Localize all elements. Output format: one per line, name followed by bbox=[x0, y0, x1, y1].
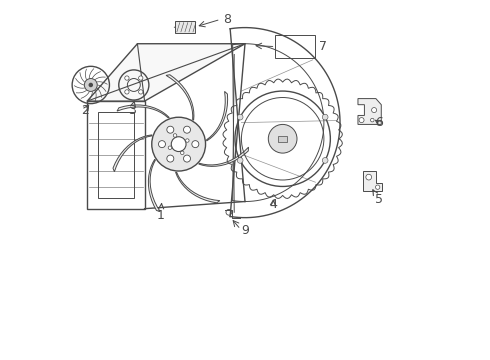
Circle shape bbox=[183, 126, 191, 133]
Text: 9: 9 bbox=[242, 224, 249, 238]
Circle shape bbox=[167, 126, 174, 133]
Polygon shape bbox=[198, 147, 248, 166]
Circle shape bbox=[158, 141, 166, 148]
Circle shape bbox=[375, 185, 380, 189]
Polygon shape bbox=[87, 44, 245, 101]
Polygon shape bbox=[364, 171, 382, 191]
Circle shape bbox=[183, 155, 191, 162]
Circle shape bbox=[370, 118, 374, 122]
Circle shape bbox=[237, 158, 243, 163]
Circle shape bbox=[125, 76, 129, 80]
Circle shape bbox=[89, 83, 93, 87]
Circle shape bbox=[366, 174, 371, 180]
Text: 6: 6 bbox=[375, 116, 383, 129]
Polygon shape bbox=[166, 75, 194, 120]
Circle shape bbox=[139, 76, 143, 80]
Polygon shape bbox=[117, 105, 169, 118]
Circle shape bbox=[180, 151, 184, 154]
Circle shape bbox=[84, 78, 97, 91]
Polygon shape bbox=[175, 172, 220, 203]
Text: 1: 1 bbox=[157, 203, 165, 222]
Text: 2: 2 bbox=[81, 104, 89, 117]
Text: 3: 3 bbox=[128, 101, 136, 117]
Circle shape bbox=[168, 146, 172, 149]
Circle shape bbox=[152, 117, 205, 171]
Text: 5: 5 bbox=[373, 190, 383, 206]
Text: 8: 8 bbox=[223, 13, 231, 26]
Circle shape bbox=[359, 118, 364, 123]
Text: 7: 7 bbox=[318, 40, 326, 53]
Circle shape bbox=[269, 125, 297, 153]
Circle shape bbox=[186, 139, 189, 142]
Ellipse shape bbox=[172, 137, 186, 152]
Bar bbox=[278, 135, 287, 142]
Circle shape bbox=[125, 90, 129, 94]
Circle shape bbox=[322, 158, 328, 163]
Text: 4: 4 bbox=[269, 198, 277, 211]
Circle shape bbox=[173, 134, 177, 137]
Circle shape bbox=[237, 114, 243, 120]
Polygon shape bbox=[358, 99, 381, 125]
Polygon shape bbox=[207, 91, 228, 141]
Polygon shape bbox=[113, 135, 152, 172]
Circle shape bbox=[371, 108, 377, 113]
Circle shape bbox=[139, 90, 143, 94]
Circle shape bbox=[192, 141, 199, 148]
Bar bbox=[175, 22, 195, 33]
Bar bbox=[275, 35, 315, 58]
Polygon shape bbox=[148, 159, 160, 212]
Circle shape bbox=[322, 114, 328, 120]
Circle shape bbox=[167, 155, 174, 162]
